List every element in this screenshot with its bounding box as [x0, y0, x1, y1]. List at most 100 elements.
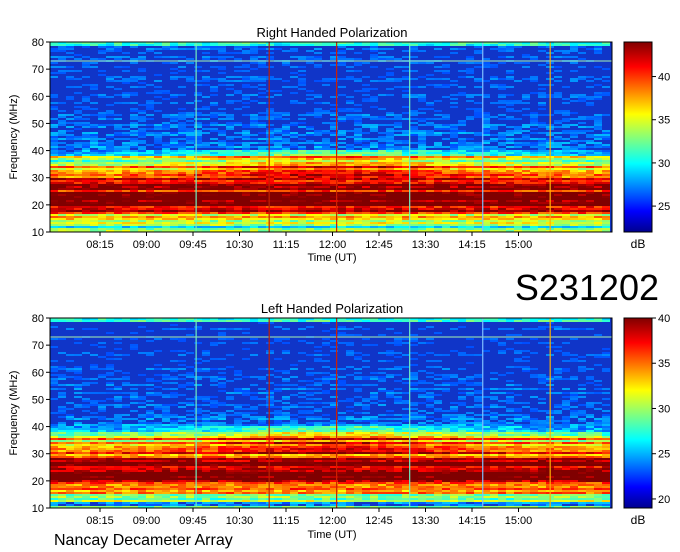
intensity-cell [554, 144, 562, 146]
intensity-cell [538, 150, 546, 152]
intensity-cell [306, 132, 314, 134]
intensity-cell [306, 188, 314, 190]
intensity-cell [274, 154, 282, 156]
intensity-cell [162, 214, 170, 216]
intensity-cell [162, 150, 170, 152]
intensity-cell [210, 146, 218, 148]
intensity-cell [570, 168, 578, 170]
intensity-cell [418, 224, 426, 226]
intensity-cell [314, 94, 322, 96]
intensity-cell [538, 220, 546, 222]
intensity-cell [178, 164, 186, 166]
intensity-cell [298, 208, 306, 210]
intensity-cell [82, 76, 90, 78]
intensity-cell [426, 192, 434, 194]
intensity-cell [170, 44, 178, 46]
intensity-cell [306, 44, 314, 46]
intensity-cell [498, 202, 506, 204]
intensity-cell [386, 188, 394, 190]
intensity-cell [258, 218, 266, 220]
intensity-cell [162, 156, 170, 158]
intensity-cell [210, 78, 218, 80]
intensity-cell [554, 126, 562, 128]
intensity-cell [322, 158, 330, 160]
intensity-cell [218, 140, 226, 142]
intensity-cell [218, 182, 226, 184]
intensity-cell [130, 152, 138, 154]
intensity-cell [114, 162, 122, 164]
intensity-cell [474, 42, 482, 44]
intensity-cell [482, 320, 490, 322]
intensity-cell [578, 78, 586, 80]
intensity-cell [538, 146, 546, 148]
intensity-cell [594, 212, 602, 214]
intensity-cell [178, 154, 186, 156]
intensity-cell [514, 156, 522, 158]
intensity-cell [514, 334, 522, 336]
intensity-cell [274, 214, 282, 216]
intensity-cell [186, 164, 194, 166]
intensity-cell [514, 212, 522, 214]
intensity-cell [50, 142, 58, 144]
intensity-cell [570, 170, 578, 172]
intensity-cell [122, 128, 130, 130]
intensity-cell [90, 180, 98, 182]
intensity-cell [218, 332, 226, 334]
intensity-cell [434, 132, 442, 134]
intensity-cell [562, 328, 570, 330]
intensity-cell [410, 118, 418, 120]
intensity-cell [66, 86, 74, 88]
intensity-cell [282, 168, 290, 170]
intensity-cell [106, 86, 114, 88]
intensity-cell [578, 230, 586, 232]
intensity-cell [114, 154, 122, 156]
intensity-cell [378, 184, 386, 186]
intensity-cell [90, 328, 98, 330]
intensity-cell [274, 160, 282, 162]
intensity-cell [418, 50, 426, 52]
intensity-cell [130, 134, 138, 136]
intensity-cell [450, 106, 458, 108]
intensity-cell [474, 178, 482, 180]
intensity-cell [162, 222, 170, 224]
intensity-cell [138, 56, 146, 58]
intensity-cell [154, 140, 162, 142]
intensity-cell [474, 182, 482, 184]
intensity-cell [602, 44, 610, 46]
intensity-cell [394, 222, 402, 224]
intensity-cell [178, 108, 186, 110]
intensity-cell [450, 156, 458, 158]
intensity-cell [290, 214, 298, 216]
intensity-cell [298, 170, 306, 172]
intensity-cell [474, 62, 482, 64]
intensity-cell [258, 162, 266, 164]
intensity-cell [442, 160, 450, 162]
intensity-cell [58, 338, 66, 340]
y-tick-label: 50 [32, 118, 44, 130]
intensity-cell [290, 194, 298, 196]
intensity-cell [162, 148, 170, 150]
intensity-cell [242, 178, 250, 180]
intensity-cell [146, 180, 154, 182]
intensity-cell [538, 204, 546, 206]
intensity-cell [282, 138, 290, 140]
intensity-cell [434, 182, 442, 184]
intensity-cell [82, 98, 90, 100]
intensity-cell [586, 116, 594, 118]
intensity-cell [314, 228, 322, 230]
intensity-cell [98, 210, 106, 212]
intensity-cell [154, 204, 162, 206]
intensity-cell [442, 196, 450, 198]
intensity-cell [442, 226, 450, 228]
intensity-cell [306, 182, 314, 184]
intensity-cell [426, 188, 434, 190]
intensity-cell [490, 204, 498, 206]
intensity-cell [314, 168, 322, 170]
intensity-cell [418, 98, 426, 100]
intensity-cell [202, 204, 210, 206]
intensity-cell [234, 48, 242, 50]
intensity-cell [186, 206, 194, 208]
intensity-cell [74, 206, 82, 208]
intensity-cell [514, 174, 522, 176]
intensity-cell [258, 156, 266, 158]
